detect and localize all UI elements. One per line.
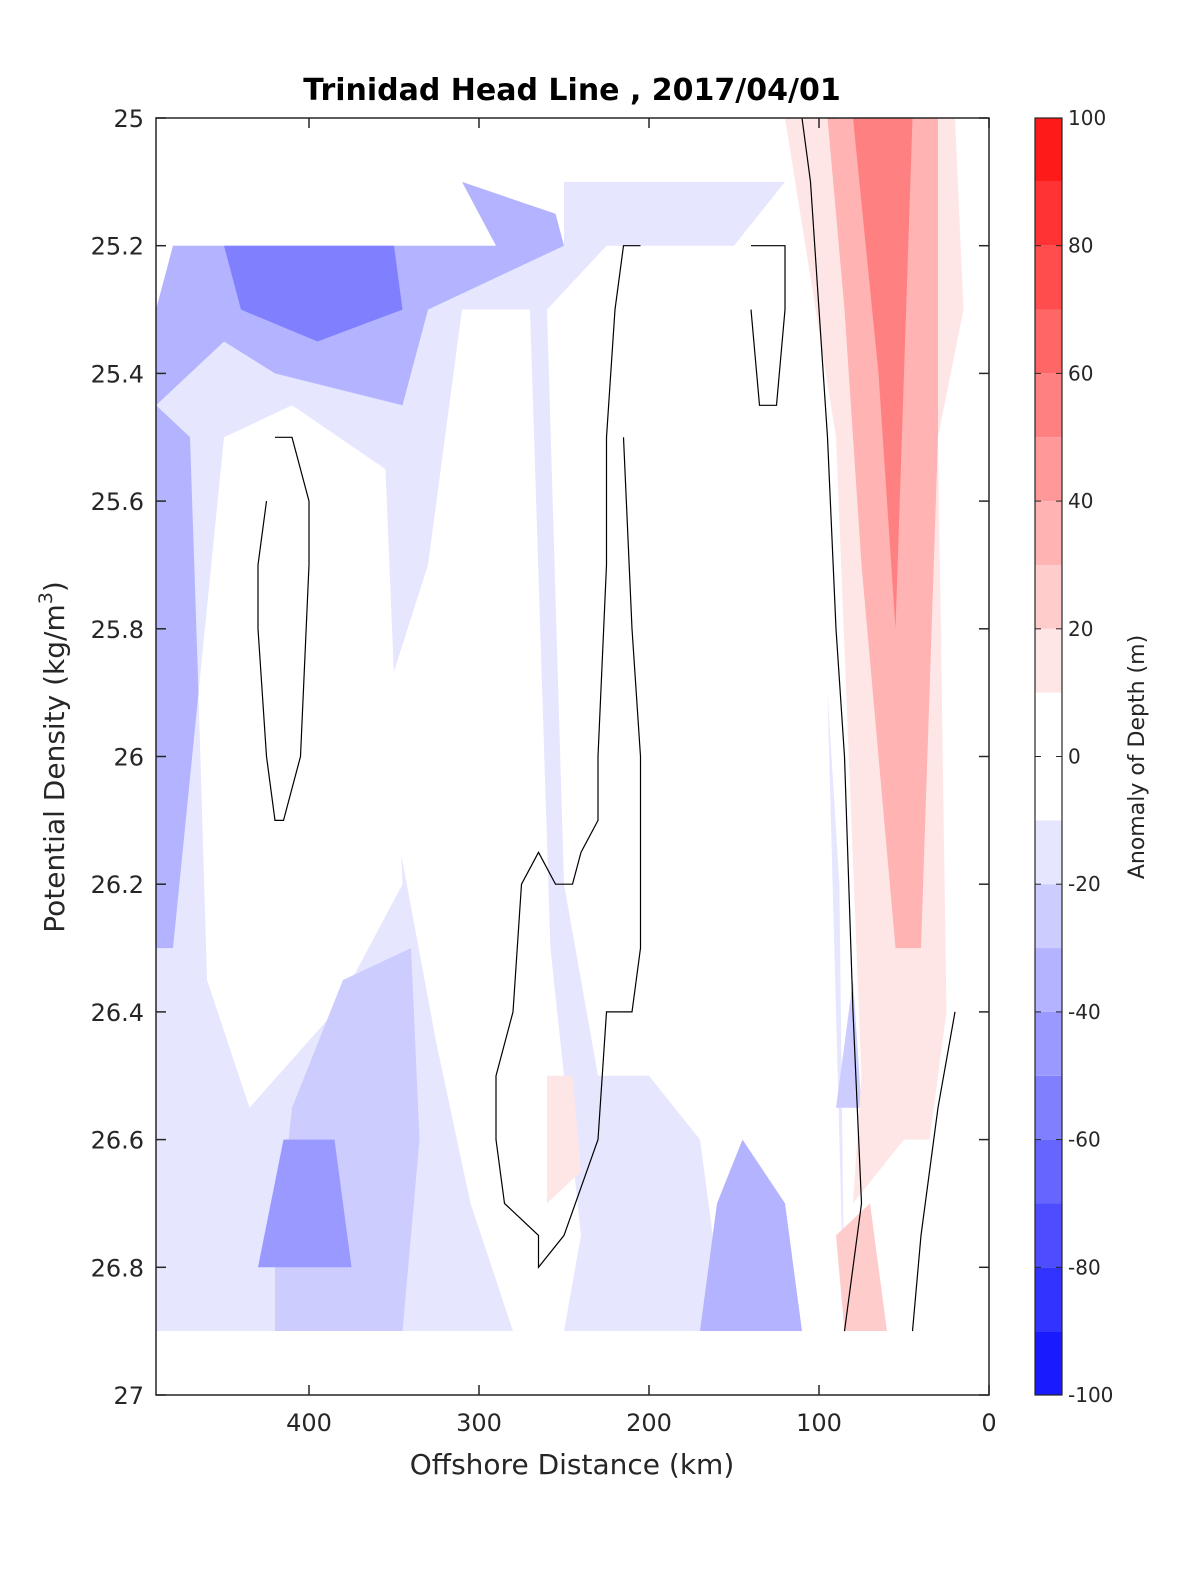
- y-axis-label-main: Potential Density (kg/m: [38, 604, 71, 933]
- contour-region-blue-5: [224, 245, 403, 342]
- contour-region-white-3: [547, 181, 845, 1332]
- x-axis: 400 300 200 100 0: [286, 118, 997, 1437]
- y-axis-label: Potential Density (kg/m3): [35, 581, 71, 933]
- colorbar-band: [1035, 1267, 1062, 1332]
- colorbar-band: [1035, 309, 1062, 374]
- colorbar-band: [1035, 628, 1062, 693]
- x-tick-label: 300: [456, 1409, 502, 1437]
- zero-contour-0: [257, 436, 310, 821]
- y-tick-label: 25.6: [91, 488, 144, 516]
- y-tick-label: 25.8: [91, 616, 144, 644]
- colorbar-band: [1035, 373, 1062, 438]
- colorbar-tick-label: 80: [1068, 234, 1093, 258]
- y-axis-label-close: ): [38, 581, 71, 592]
- colorbar-tick-label: 20: [1068, 617, 1093, 641]
- colorbar-tick-label: -100: [1068, 1383, 1113, 1407]
- colorbar-band: [1035, 501, 1062, 565]
- colorbar-tick-label: 60: [1068, 361, 1093, 385]
- colorbar-band: [1035, 1075, 1062, 1140]
- y-tick-label: 25.2: [91, 233, 144, 261]
- x-axis-label: Offshore Distance (km): [410, 1448, 735, 1481]
- x-tick-label: 200: [626, 1409, 672, 1437]
- colorbar-band: [1035, 1331, 1062, 1395]
- colorbar-tick-label: 100: [1068, 106, 1106, 130]
- colorbar-band: [1035, 1139, 1062, 1204]
- colorbar-band: [1035, 1011, 1062, 1076]
- colorbar-tick-label: -60: [1068, 1128, 1101, 1152]
- contour-region-blue-10: [836, 980, 862, 1108]
- zero-contour-1: [750, 245, 786, 406]
- colorbar-band: [1035, 820, 1062, 885]
- y-tick-label: 26.2: [91, 871, 144, 899]
- colorbar-band: [1035, 1203, 1062, 1268]
- x-tick-label: 100: [796, 1409, 842, 1437]
- contour-region-blue-9: [700, 1139, 802, 1332]
- chart-title: Trinidad Head Line , 2017/04/01: [303, 73, 840, 108]
- colorbar-band: [1035, 948, 1062, 1012]
- y-tick-label: 26.6: [91, 1127, 144, 1155]
- contour-region-red-14: [547, 1075, 581, 1204]
- colorbar-tick-label: -40: [1068, 1000, 1101, 1024]
- colorbar-band: [1035, 245, 1062, 310]
- plot-area: [155, 117, 990, 1396]
- y-tick-label: 25.4: [91, 360, 144, 388]
- colorbar-band: [1035, 564, 1062, 629]
- y-axis: 25 25.2 25.4 25.6 25.8 26 26.2 26.4 26.6 26.8 27: [91, 105, 989, 1410]
- y-axis-label-sup: 3: [35, 592, 57, 604]
- colorbar: 100 80 60 40 20 0 -20 -40 -60 -80 -100: [1034, 106, 1113, 1407]
- x-tick-label: 0: [981, 1409, 996, 1437]
- contour-region-blue-8: [258, 1139, 352, 1268]
- contour-region-red-12: [827, 118, 938, 949]
- colorbar-band: [1035, 181, 1062, 246]
- x-tick-label: 400: [286, 1409, 332, 1437]
- y-tick-label: 25: [113, 105, 144, 133]
- y-tick-label: 26.4: [91, 999, 144, 1027]
- y-tick-label: 26: [113, 744, 144, 772]
- colorbar-tick-label: -80: [1068, 1255, 1101, 1279]
- zero-contour-3: [801, 118, 863, 1332]
- colorbar-band: [1035, 118, 1062, 182]
- y-tick-label: 26.8: [91, 1254, 144, 1282]
- y-tick-label: 27: [113, 1382, 144, 1410]
- zero-contour-2: [495, 245, 642, 1270]
- contour-fill-layer: [156, 118, 989, 1395]
- colorbar-tick-label: 0: [1068, 745, 1081, 769]
- colorbar-band: [1035, 437, 1062, 502]
- contour-region-red-13: [853, 118, 913, 629]
- colorbar-label: Anomaly of Depth (m): [1125, 635, 1150, 879]
- contour-region-blue-6: [156, 405, 199, 949]
- contour-region-white-2: [377, 309, 581, 1332]
- colorbar-tick-label: 40: [1068, 489, 1093, 513]
- zero-contour-5: [911, 1011, 956, 1332]
- colorbar-band: [1035, 884, 1062, 949]
- no-data-band-bottom: [156, 1331, 989, 1395]
- zero-contour-layer: [257, 118, 956, 1332]
- colorbar-tick-label: -20: [1068, 872, 1101, 896]
